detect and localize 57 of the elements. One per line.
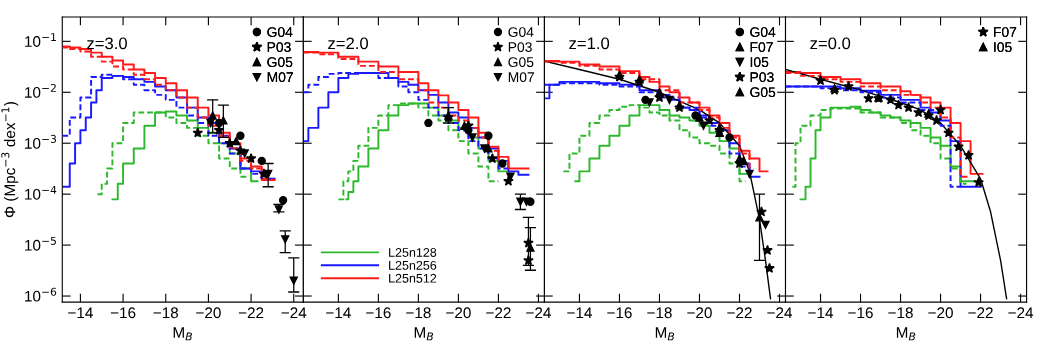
legend-label: G04 bbox=[267, 27, 293, 37]
legend-label: G05 bbox=[750, 87, 776, 98]
y-tick-label: 10$^{−6}$ bbox=[25, 287, 57, 302]
x-axis-title: M$_{B}$ bbox=[655, 327, 675, 341]
x-tick-label: −20 bbox=[446, 307, 471, 319]
legend-label: L25n128 bbox=[389, 248, 437, 257]
legend-label: M07 bbox=[508, 72, 535, 83]
x-tick-label: −24 bbox=[526, 307, 551, 319]
x-tick-label: −22 bbox=[238, 307, 264, 319]
annotation: z=0.0 bbox=[810, 37, 851, 50]
x-axis-title: M$_{B}$ bbox=[896, 327, 916, 341]
x-tick-label: −20 bbox=[196, 307, 221, 319]
legend-label: I05 bbox=[750, 57, 769, 68]
legend-label: G04 bbox=[508, 27, 534, 37]
x-tick-label: −24 bbox=[767, 307, 793, 319]
x-tick-label: −18 bbox=[647, 307, 672, 319]
x-tick-label: −22 bbox=[727, 307, 752, 319]
x-tick-label: −24 bbox=[1008, 307, 1034, 319]
legend-label: I05 bbox=[994, 42, 1012, 52]
x-tick-label: −22 bbox=[968, 307, 993, 319]
x-tick-label: −14 bbox=[326, 307, 351, 319]
y-tick-label: 10$^{−2}$ bbox=[25, 83, 56, 98]
x-tick-label: −18 bbox=[406, 307, 431, 319]
x-tick-label: −14 bbox=[567, 307, 592, 319]
y-tick-label: 10$^{−5}$ bbox=[25, 236, 56, 251]
x-tick-label: −18 bbox=[888, 307, 913, 319]
x-tick-label: −14 bbox=[808, 307, 834, 319]
x-tick-label: −18 bbox=[153, 307, 179, 319]
y-tick-label: 10$^{−3}$ bbox=[25, 134, 57, 149]
x-tick-label: −22 bbox=[486, 307, 511, 319]
legend-label: G05 bbox=[267, 57, 293, 68]
x-tick-label: −20 bbox=[687, 307, 712, 319]
x-axis-title: M$_{B}$ bbox=[414, 327, 434, 341]
legend-label: L25n256 bbox=[389, 260, 437, 270]
legend-label: F07 bbox=[750, 42, 773, 52]
legend-label: P03 bbox=[267, 42, 291, 52]
legend-label: G04 bbox=[750, 27, 776, 37]
legend-label: G05 bbox=[508, 57, 534, 68]
y-tick-label: 10$^{−1}$ bbox=[25, 33, 56, 47]
x-axis-title: M$_{B}$ bbox=[173, 327, 192, 341]
x-tick-label: −16 bbox=[110, 307, 136, 319]
legend-label: M07 bbox=[267, 72, 293, 83]
x-tick-label: −20 bbox=[928, 307, 953, 319]
x-tick-label: −16 bbox=[848, 307, 873, 319]
annotation: z=2.0 bbox=[328, 37, 369, 50]
x-tick-label: −24 bbox=[281, 307, 307, 319]
legend-label: P03 bbox=[508, 42, 532, 52]
x-tick-label: −16 bbox=[607, 307, 632, 319]
y-axis-title: Φ (Mpc$^{−3}$ dex$^{−1}$) bbox=[1, 102, 19, 218]
legend-label: L25n512 bbox=[389, 273, 437, 283]
annotation: z=1.0 bbox=[569, 37, 610, 50]
legend-label: P03 bbox=[750, 72, 774, 83]
x-tick-label: −14 bbox=[68, 307, 93, 319]
x-tick-label: −16 bbox=[366, 307, 391, 319]
y-tick-label: 10$^{−4}$ bbox=[25, 185, 57, 200]
legend-label: F07 bbox=[994, 27, 1017, 37]
annotation: z=3.0 bbox=[87, 37, 127, 50]
